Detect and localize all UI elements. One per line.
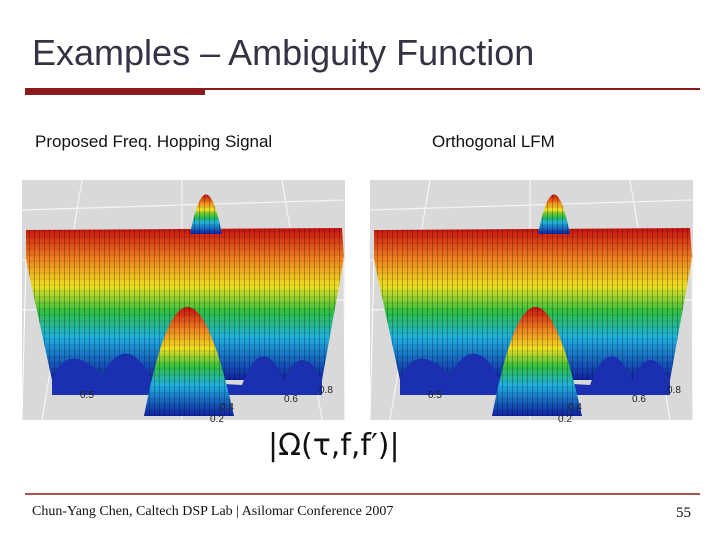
axis-label: 0.6 <box>284 394 298 405</box>
panel-caption: Proposed Freq. Hopping Signal <box>35 132 273 151</box>
axis-label: 0.4 <box>568 402 582 413</box>
slide-title: Examples – Ambiguity Function <box>32 32 535 73</box>
formula: |Ω(τ,f,f′)| <box>268 428 400 463</box>
axis-label: 0.2 <box>558 414 572 425</box>
footer-text: Chun-Yang Chen, Caltech DSP Lab | Asilom… <box>32 504 394 519</box>
axis-label: 0.8 <box>667 385 681 396</box>
axis-label: 0.2 <box>210 414 224 425</box>
axis-label: 0.5 <box>428 390 442 401</box>
panel-caption: Orthogonal LFM <box>432 132 555 151</box>
page-number: 55 <box>676 505 691 521</box>
axis-label: 0.8 <box>319 385 333 396</box>
axis-label: 0.6 <box>632 394 646 405</box>
axis-label: 0.4 <box>220 402 234 413</box>
axis-label: 0.5 <box>80 390 94 401</box>
